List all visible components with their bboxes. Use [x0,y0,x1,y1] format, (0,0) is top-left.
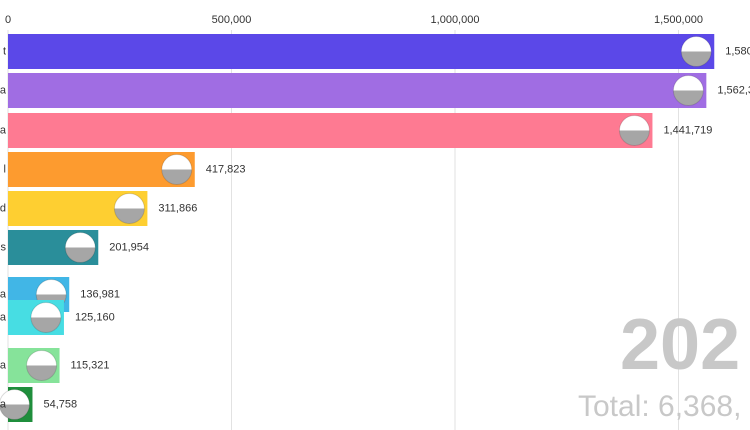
value-label: 1,580,000 [725,45,750,57]
year: 202 [620,305,740,385]
category-label: l [4,163,6,175]
flag [161,169,192,185]
value-label: 136,981 [80,288,120,300]
flag [673,90,704,106]
x-tick-label: 0 [5,14,11,26]
category-label: s [1,241,7,253]
bar [8,113,653,148]
flag [161,154,193,185]
flag [618,115,650,146]
total: Total: 6,368, [578,390,741,423]
flag [26,350,58,381]
category-label: a [0,311,7,323]
value-label: 417,823 [206,163,246,175]
flag [64,232,96,263]
flag [681,51,712,67]
value-label: 201,954 [109,241,149,253]
category-label: a [0,398,7,410]
flag [0,404,30,420]
category-label: d [0,202,6,214]
flag [680,36,712,67]
flag [619,130,650,146]
value-label: 54,758 [43,398,77,410]
value-label: 1,562,300 [717,84,750,96]
flag [0,389,30,420]
flag [672,75,704,106]
flag [114,208,145,224]
category-label: a [0,84,7,96]
flag [30,302,62,333]
flag [26,365,57,381]
value-label: 311,866 [158,202,197,214]
category-label: t [3,45,6,57]
x-tick-label: 1,500,000 [654,14,703,26]
value-label: 1,441,719 [663,124,712,136]
category-label: a [0,124,7,136]
value-label: 115,321 [71,359,110,371]
category-label: a [0,288,7,300]
category-label: a [0,359,7,371]
value-label: 125,160 [75,311,115,323]
flag [30,317,61,333]
x-tick-label: 500,000 [212,14,252,26]
bar [8,34,715,69]
flag [113,193,145,224]
x-tick-label: 1,000,000 [431,14,480,26]
flag [65,247,96,263]
bar [8,73,707,108]
